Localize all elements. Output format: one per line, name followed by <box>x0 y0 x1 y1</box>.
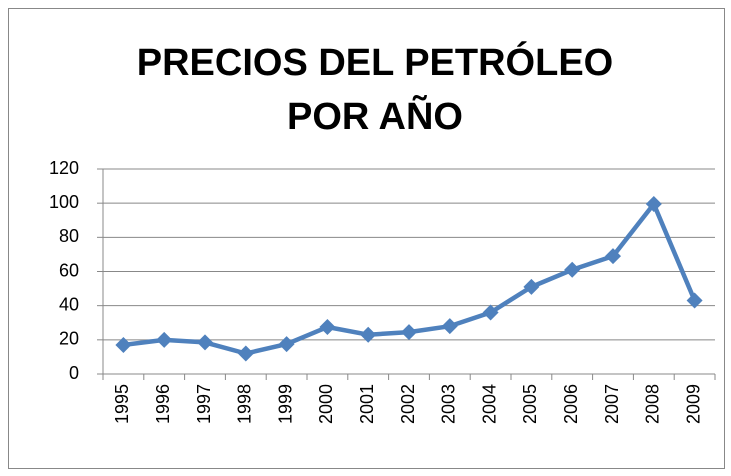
point-marker <box>401 324 417 341</box>
y-tick-label: 100 <box>49 192 79 212</box>
point-marker <box>156 331 173 348</box>
x-tick-label: 2002 <box>398 384 418 424</box>
x-tick-label: 1995 <box>112 384 132 424</box>
x-tick-label: 1997 <box>194 384 214 424</box>
point-marker <box>360 326 377 343</box>
x-tick-label: 2007 <box>602 384 622 424</box>
point-marker <box>278 336 295 353</box>
y-tick-label: 120 <box>49 158 79 178</box>
chart-title: PRECIOS DEL PETRÓLEO POR AÑO <box>136 42 614 138</box>
point-marker <box>197 334 213 351</box>
x-tick-label: 2001 <box>357 384 377 424</box>
point-marker <box>523 278 540 295</box>
y-tick-label: 60 <box>59 260 79 280</box>
x-tick-label: 2006 <box>561 384 581 424</box>
chart-border <box>8 8 725 469</box>
y-tick-label: 0 <box>69 363 79 383</box>
point-marker <box>686 292 703 309</box>
x-tick-label: 2003 <box>439 384 459 424</box>
point-marker <box>605 248 621 265</box>
x-tick-label: 2005 <box>520 384 540 424</box>
x-tick-label: 2000 <box>316 384 336 424</box>
point-marker <box>237 345 254 362</box>
x-tick-label: 2009 <box>683 384 703 424</box>
x-tick-label: 1998 <box>235 384 255 424</box>
x-tick-label: 2004 <box>479 384 499 424</box>
x-tick-label: 1996 <box>153 384 173 424</box>
point-marker <box>441 318 458 335</box>
point-marker <box>482 304 499 321</box>
x-tick-label: 2008 <box>643 384 663 424</box>
x-tick-label: 1999 <box>275 384 295 424</box>
y-tick-label: 80 <box>59 226 79 246</box>
y-tick-label: 40 <box>59 294 79 314</box>
point-marker <box>115 336 132 353</box>
point-marker <box>564 261 581 278</box>
point-marker <box>645 196 662 213</box>
y-tick-label: 20 <box>59 329 79 349</box>
point-marker <box>319 319 336 336</box>
